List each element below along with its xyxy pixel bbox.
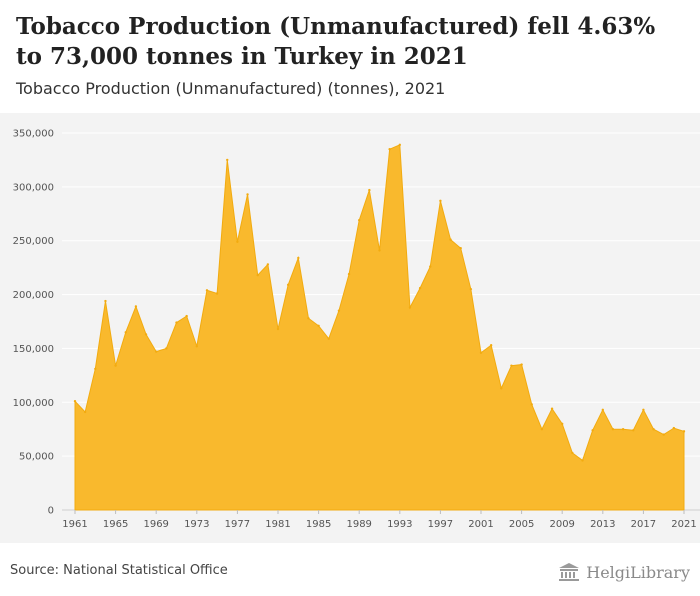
x-tick-label: 1993 bbox=[387, 519, 412, 530]
data-point-1997 bbox=[439, 199, 442, 203]
data-area bbox=[73, 143, 686, 511]
helgilibrary-logo: HelgiLibrary bbox=[558, 560, 690, 584]
data-point-1987 bbox=[337, 309, 341, 312]
data-point-1974 bbox=[205, 289, 209, 292]
x-tick-label: 2009 bbox=[549, 519, 574, 530]
data-point-1998 bbox=[449, 238, 452, 241]
data-point-1990 bbox=[368, 188, 371, 192]
data-point-2020 bbox=[672, 426, 676, 430]
data-point-1967 bbox=[134, 305, 138, 308]
y-tick-label: 300,000 bbox=[13, 182, 54, 193]
data-point-2021 bbox=[682, 430, 686, 433]
x-tick-label: 1965 bbox=[103, 519, 128, 530]
data-point-1986 bbox=[327, 337, 330, 340]
data-point-2011 bbox=[581, 459, 584, 462]
data-point-1977 bbox=[236, 240, 239, 243]
data-point-1964 bbox=[104, 299, 107, 303]
data-point-2019 bbox=[662, 433, 665, 436]
bank-building-icon bbox=[559, 563, 580, 581]
data-point-2005 bbox=[520, 363, 523, 366]
x-tick-label: 2001 bbox=[468, 519, 493, 530]
data-point-1971 bbox=[175, 321, 178, 324]
x-tick-label: 1969 bbox=[143, 519, 168, 530]
data-point-2013 bbox=[601, 408, 604, 412]
data-point-1995 bbox=[418, 286, 422, 290]
data-point-1976 bbox=[226, 158, 229, 162]
data-point-2002 bbox=[489, 343, 493, 347]
y-tick-label: 100,000 bbox=[13, 398, 54, 409]
data-point-2010 bbox=[571, 451, 574, 455]
data-point-1973 bbox=[195, 345, 198, 348]
data-point-2017 bbox=[642, 408, 645, 412]
data-point-1972 bbox=[185, 314, 188, 318]
series-area bbox=[74, 144, 685, 511]
data-point-1980 bbox=[266, 263, 270, 266]
x-tick-label: 2017 bbox=[631, 519, 656, 530]
data-point-1983 bbox=[297, 256, 300, 260]
data-point-1963 bbox=[94, 367, 97, 371]
data-point-2006 bbox=[530, 403, 533, 406]
data-point-1989 bbox=[358, 219, 361, 222]
data-point-1962 bbox=[83, 410, 87, 414]
data-point-1996 bbox=[429, 265, 432, 268]
data-point-1965 bbox=[114, 364, 117, 367]
x-tick-label: 2021 bbox=[671, 519, 696, 530]
x-tick-label: 1989 bbox=[346, 519, 371, 530]
data-point-1993 bbox=[398, 143, 401, 147]
x-tick-label: 2013 bbox=[590, 519, 615, 530]
data-point-2016 bbox=[632, 429, 635, 432]
x-tick-label: 1961 bbox=[62, 519, 87, 530]
data-point-2007 bbox=[540, 428, 544, 431]
y-tick-label: 150,000 bbox=[13, 344, 54, 355]
data-point-1981 bbox=[276, 327, 280, 331]
logo-text: HelgiLibrary bbox=[586, 562, 690, 582]
data-point-1982 bbox=[286, 283, 290, 287]
data-point-2001 bbox=[479, 351, 483, 354]
x-tick-label: 1981 bbox=[265, 519, 290, 530]
y-axis: 0 50,000 100,000 150,000 200,000 250,000 300,0… bbox=[13, 129, 54, 517]
x-tick-label: 1985 bbox=[306, 519, 331, 530]
data-point-2009 bbox=[561, 422, 564, 426]
data-point-2000 bbox=[469, 287, 473, 291]
header: Tobacco Production (Unmanufactured) fell… bbox=[0, 0, 700, 113]
chart-subtitle: Tobacco Production (Unmanufactured) (ton… bbox=[16, 79, 446, 98]
data-point-1970 bbox=[165, 347, 168, 350]
data-point-2012 bbox=[591, 429, 594, 432]
data-point-1979 bbox=[256, 273, 259, 277]
area-chart: 0 50,000 100,000 150,000 200,000 250,000 300,0… bbox=[13, 129, 700, 530]
y-tick-label: 250,000 bbox=[13, 236, 54, 247]
y-tick-label: 0 bbox=[48, 506, 54, 517]
x-axis: 1961 1965 1969 1973 1977 1981 1985 1989 1993 1997… bbox=[62, 510, 697, 530]
data-point-2003 bbox=[500, 387, 503, 390]
data-point-1968 bbox=[144, 333, 148, 336]
data-point-1961 bbox=[73, 400, 77, 403]
y-tick-label: 350,000 bbox=[13, 129, 54, 140]
data-point-2018 bbox=[652, 428, 655, 431]
data-point-1978 bbox=[246, 193, 249, 196]
data-point-2008 bbox=[550, 407, 554, 410]
data-point-1999 bbox=[459, 247, 462, 250]
data-point-1992 bbox=[388, 147, 391, 151]
source-note: Source: National Statistical Office bbox=[10, 563, 228, 578]
data-point-2015 bbox=[621, 428, 625, 431]
y-tick-label: 200,000 bbox=[13, 290, 54, 301]
page-title: Tobacco Production (Unmanufactured) fell… bbox=[16, 13, 656, 70]
data-point-1966 bbox=[124, 331, 127, 334]
data-point-1984 bbox=[307, 317, 310, 320]
x-tick-label: 1973 bbox=[184, 519, 209, 530]
x-tick-label: 1997 bbox=[428, 519, 453, 530]
x-tick-label: 1977 bbox=[225, 519, 250, 530]
data-point-2004 bbox=[510, 364, 513, 367]
data-point-1969 bbox=[155, 350, 158, 353]
data-point-1991 bbox=[378, 249, 381, 252]
y-tick-label: 50,000 bbox=[19, 452, 54, 463]
data-point-1988 bbox=[347, 272, 351, 276]
data-point-1975 bbox=[215, 292, 219, 295]
data-point-1985 bbox=[317, 324, 320, 328]
x-tick-label: 2005 bbox=[509, 519, 534, 530]
data-point-1994 bbox=[408, 306, 412, 309]
data-point-2014 bbox=[611, 428, 615, 431]
